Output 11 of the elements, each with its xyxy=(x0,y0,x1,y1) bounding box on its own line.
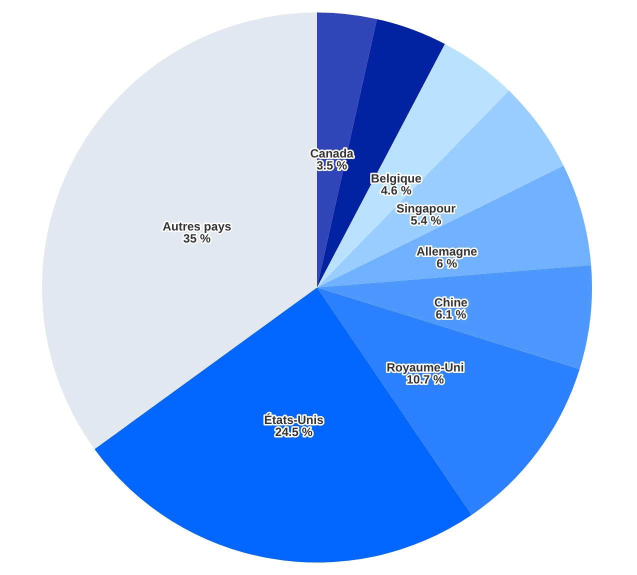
slice-label: Singapour xyxy=(396,201,456,216)
data-label: 6.1 % xyxy=(436,307,467,322)
data-label: 10.7 % xyxy=(406,372,444,387)
slice-label: Chine xyxy=(434,295,468,310)
slice-label: Allemagne xyxy=(416,244,478,259)
slice-label: États-Unis xyxy=(264,413,324,428)
data-label: 24.5 % xyxy=(275,425,313,440)
pie-slice xyxy=(94,288,472,562)
slice-label: Royaume-Uni xyxy=(386,360,464,375)
slice-label: Autres pays xyxy=(162,219,232,234)
data-label: 6 % xyxy=(436,256,458,271)
